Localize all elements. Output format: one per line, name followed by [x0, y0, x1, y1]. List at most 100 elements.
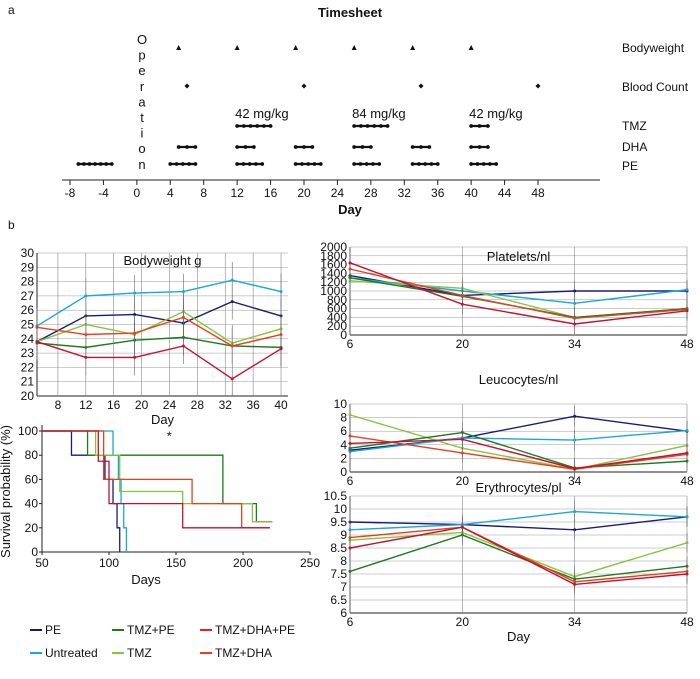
platelets-xtick-label: 34: [568, 337, 582, 351]
dha-dose-point: [360, 145, 365, 149]
leucocytes-data-point: [348, 441, 352, 445]
survival-step-line: [42, 430, 273, 523]
tmz-dose-point: [385, 124, 390, 128]
pe-dose-point: [352, 162, 357, 166]
survival-step-line: [42, 430, 128, 552]
operation-letter: O: [137, 32, 147, 47]
erythrocytes-series-line: [349, 516, 688, 531]
tmz-dose-point: [268, 124, 273, 128]
timesheet-tick-label: -4: [98, 186, 109, 200]
pe-dose-point: [410, 162, 415, 166]
bodyweight-data-point: [181, 315, 185, 319]
platelets-ytick-label: 1800: [320, 249, 347, 263]
erythrocytes-ytick-label: 7.5: [330, 567, 347, 581]
pe-dose-point: [168, 162, 173, 166]
operation-letter: a: [138, 94, 146, 109]
pe-dose-point: [98, 162, 103, 166]
bodyweight-data-point: [133, 291, 137, 295]
leucocytes-data-point: [348, 413, 352, 417]
bodyweight-ytick-label: 29: [21, 260, 35, 274]
erythrocytes-data-point: [685, 572, 689, 576]
pe-dose-point: [174, 162, 179, 166]
leucocytes-xtick-label: 48: [680, 474, 694, 488]
timesheet-title: Timesheet: [318, 5, 383, 20]
dha-dose-point: [485, 145, 490, 149]
leucocytes-title: Leucocytes/nl: [479, 372, 559, 387]
erythrocytes-data-point: [573, 582, 577, 586]
pe-dose-point: [358, 162, 363, 166]
dha-dose-point: [176, 145, 181, 149]
bodyweight-series-line: [36, 316, 282, 347]
survival-ytick-label: 0: [31, 545, 38, 559]
bodyweight-xtick-label: 32: [219, 398, 233, 412]
survival-step-line: [42, 430, 121, 552]
bodyweight-data-point: [35, 340, 39, 344]
leucocytes-data-point: [460, 451, 464, 455]
survival-chart: 0 20 40 60 80 100 50 100 150 200 250 Days Survival p…: [0, 424, 320, 587]
erythrocytes-data-point: [685, 515, 689, 519]
leucocytes-series-line: [349, 435, 688, 470]
bodyweight-data-point: [181, 344, 185, 348]
bodyweight-series-line: [36, 300, 282, 343]
leucocytes-data-point: [685, 451, 689, 455]
bodyweight-ytick-label: 25: [21, 318, 35, 332]
panel-label-a: a: [8, 3, 15, 17]
platelets-ytick-label: 600: [327, 302, 347, 316]
platelets-data-point: [573, 322, 577, 326]
erythrocytes-series-line: [349, 510, 688, 531]
pe-dose-point: [377, 162, 382, 166]
bodyweight-xtick-label: 28: [191, 398, 205, 412]
bodyweight-ytick-label: 27: [21, 289, 35, 303]
erythrocytes-data-point: [573, 510, 577, 514]
bodyweight-ytick-label: 20: [21, 389, 35, 403]
bodyweight-ytick-label: 30: [21, 246, 35, 260]
tmz-dose-point: [477, 124, 482, 128]
timesheet-tick-label: -8: [65, 186, 76, 200]
platelets-ytick-label: 800: [327, 293, 347, 307]
tmz-dose-point: [352, 124, 357, 128]
bodyweight-marker: [351, 45, 357, 50]
dha-dose-point: [243, 145, 248, 149]
platelets-ytick-label: 1600: [320, 258, 347, 272]
leucocytes-data-point: [573, 414, 577, 418]
bodyweight-data-point: [133, 331, 137, 335]
operation-letter: p: [138, 48, 145, 63]
leucocytes-ytick-label: 2: [340, 451, 347, 465]
bodyweight-series-line: [36, 279, 282, 327]
bodyweight-data-point: [230, 344, 234, 348]
bodyweight-data-point: [181, 290, 185, 294]
platelets-ytick-label: 400: [327, 310, 347, 324]
pe-dose-point: [494, 162, 499, 166]
operation-letter: o: [138, 141, 145, 156]
dha-dose-point: [185, 145, 189, 149]
dha-dose-point: [427, 145, 432, 149]
tmz-dose-point: [248, 124, 253, 128]
platelets-data-point: [348, 261, 352, 265]
platelets-ytick-label: 2000: [320, 240, 347, 254]
platelets-data-point: [460, 302, 464, 306]
erythrocytes-data-point: [573, 528, 577, 532]
bodyweight-xtick-label: 20: [135, 398, 149, 412]
tmz-dose-point: [372, 124, 377, 128]
tmz-dose-point: [241, 124, 246, 128]
timesheet-tick-label: 0: [134, 186, 141, 200]
survival-step-line: [42, 430, 270, 529]
platelets-xtick-label: 20: [456, 337, 470, 351]
bloodcount-marker: [184, 83, 190, 89]
pe-dose-point: [193, 162, 198, 166]
legend-entry: Untreated: [45, 646, 98, 660]
bloodcount-marker: [418, 83, 424, 89]
platelets-data-point: [685, 309, 689, 313]
timesheet-tick-label: 44: [498, 186, 512, 200]
bodyweight-ytick-label: 21: [21, 375, 35, 389]
platelets-series-line: [349, 274, 687, 297]
leucocytes-ytick-label: 0: [340, 465, 347, 479]
legend-entry: TMZ+DHA: [215, 646, 272, 660]
timesheet-tick-label: 4: [167, 186, 174, 200]
platelets-ytick-label: 0: [340, 328, 347, 342]
bodyweight-ytick-label: 28: [21, 275, 35, 289]
